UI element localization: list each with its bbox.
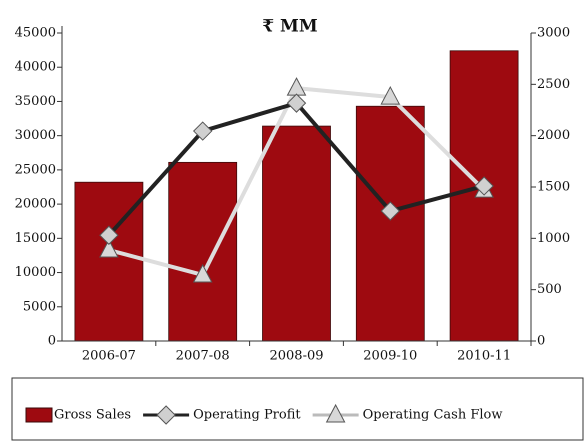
x-tick-label: 2008-09 [269, 349, 323, 364]
legend-marker [156, 405, 176, 425]
bar [262, 125, 331, 342]
y2-tick-label: 0 [537, 334, 545, 349]
y-tick-label: 25000 [15, 162, 56, 177]
line-marker [286, 93, 307, 113]
line-marker [192, 263, 213, 283]
y-tick-label: 0 [48, 334, 56, 349]
y-tick-label: 45000 [15, 26, 56, 41]
x-tick-label: 2009-10 [363, 349, 417, 364]
x-tick-label: 2007-08 [176, 349, 230, 364]
line-marker [380, 201, 401, 221]
legend-swatch [25, 407, 53, 423]
y2-tick-label: 1000 [537, 231, 570, 246]
y2-tick-label: 500 [537, 282, 562, 297]
bar [168, 161, 238, 342]
y2-tick-label: 1500 [537, 180, 570, 195]
bar [355, 105, 425, 342]
line-marker [99, 238, 119, 258]
y2-tick-label: 2500 [537, 77, 570, 92]
line-marker [99, 225, 119, 245]
y2-tick-label: 3000 [537, 26, 570, 41]
chart-title: ₹ MM [262, 17, 318, 37]
line-marker [286, 77, 307, 96]
legend-label: Operating Cash Flow [363, 408, 503, 423]
line-marker [192, 121, 213, 141]
line-marker [380, 85, 401, 105]
y-tick-label: 10000 [15, 265, 56, 280]
legend-label: Operating Profit [193, 408, 301, 423]
y-tick-label: 40000 [15, 60, 56, 75]
legend-label: Gross Sales [54, 408, 131, 423]
y2-tick-label: 2000 [537, 128, 570, 143]
legend-box [11, 377, 584, 441]
line-marker [474, 176, 494, 196]
y-tick-label: 5000 [23, 299, 56, 314]
y-tick-label: 35000 [15, 94, 56, 109]
y-tick-label: 20000 [15, 197, 56, 212]
legend-marker [325, 403, 346, 423]
x-tick-label: 2010-11 [457, 349, 511, 364]
y-tick-label: 30000 [15, 128, 56, 143]
x-tick-label: 2006-07 [82, 349, 136, 364]
y-tick-label: 15000 [15, 231, 56, 246]
